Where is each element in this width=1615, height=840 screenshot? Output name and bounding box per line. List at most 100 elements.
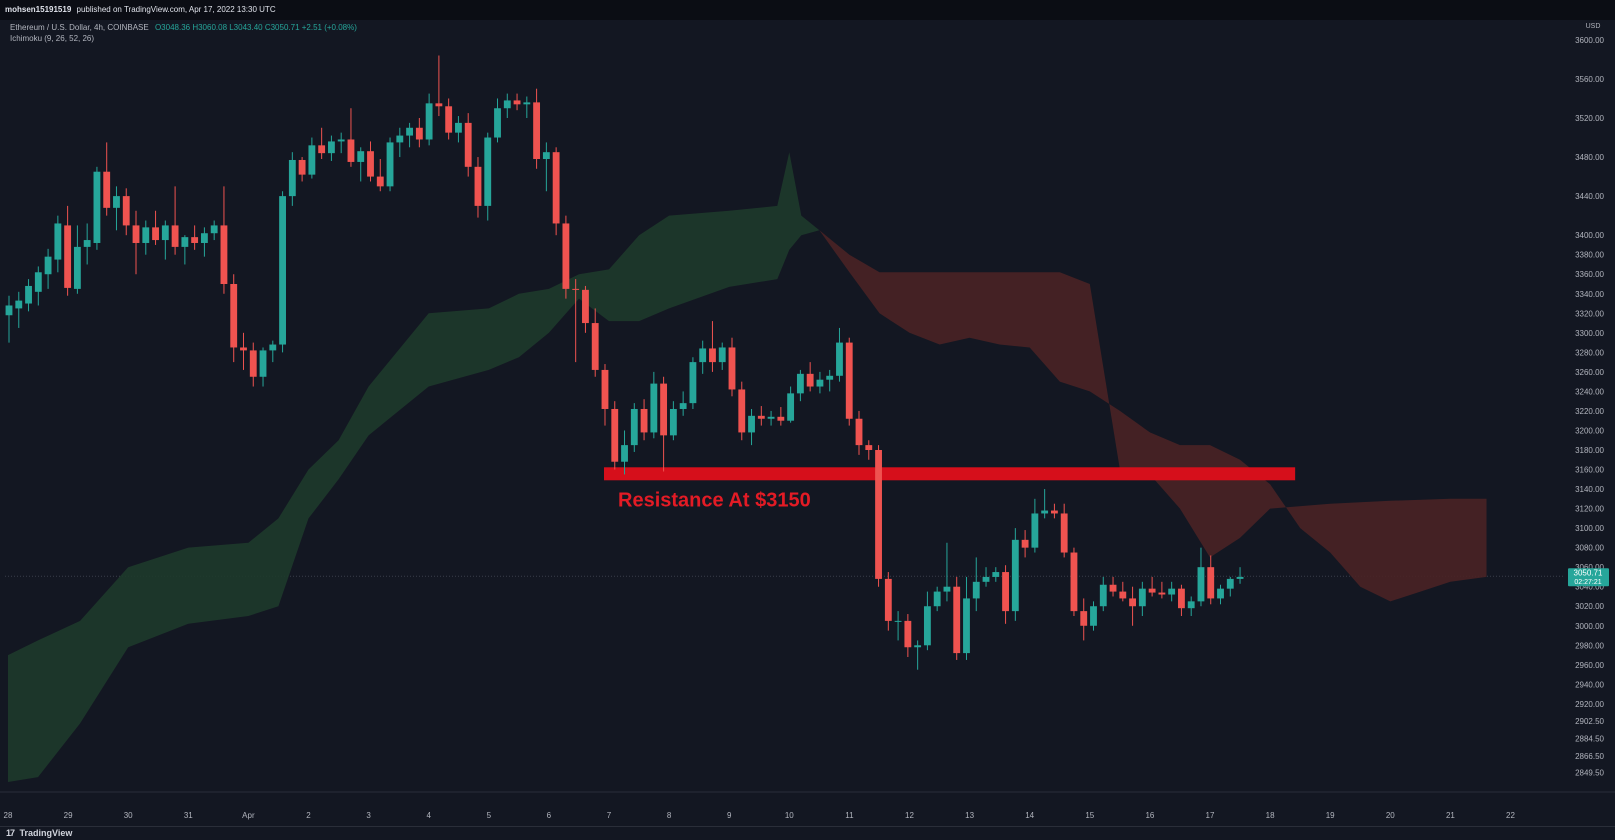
candle: [367, 141, 374, 182]
resistance-band: [604, 467, 1296, 481]
candle: [181, 235, 189, 265]
candle: [93, 166, 101, 250]
candle-body: [513, 100, 521, 105]
candle: [220, 186, 228, 294]
candle: [54, 215, 62, 273]
candle: [1129, 586, 1136, 626]
price-tick-label: 3100.00: [1575, 524, 1604, 533]
price-chart[interactable]: Resistance At $3150 USD3600.003560.00352…: [0, 20, 1615, 826]
price-tick-label: 3400.00: [1575, 231, 1604, 240]
candle: [1041, 489, 1049, 519]
candle: [757, 406, 765, 426]
price-tick-label: 3260.00: [1575, 368, 1604, 377]
candle-body: [386, 142, 394, 187]
candle: [933, 586, 941, 612]
time-tick-label: 18: [1266, 811, 1275, 820]
candle: [1050, 503, 1058, 519]
candle: [113, 186, 120, 231]
candle-body: [992, 572, 1000, 577]
candle-body: [34, 272, 42, 292]
price-tick-label: 3000.00: [1575, 622, 1604, 631]
candle-body: [494, 108, 501, 138]
candle: [1197, 547, 1205, 607]
time-tick-label: 30: [124, 811, 133, 820]
candle-body: [1011, 539, 1019, 612]
candle-body: [357, 151, 365, 162]
candle: [347, 108, 355, 167]
candle: [200, 227, 208, 257]
candle: [523, 96, 531, 118]
candle-body: [367, 151, 374, 177]
candle: [845, 337, 853, 426]
candle-body: [1217, 588, 1224, 599]
candle: [142, 220, 150, 255]
candle-body: [415, 127, 423, 140]
candle: [660, 376, 668, 472]
candle: [279, 191, 286, 353]
candle: [796, 369, 804, 402]
symbol-legend[interactable]: Ethereum / U.S. Dollar, 4h, COINBASE O30…: [10, 23, 357, 32]
candle: [1187, 596, 1195, 616]
ichimoku-cloud: [8, 152, 1487, 782]
resistance-label: Resistance At $3150: [618, 489, 811, 511]
candle: [572, 279, 580, 363]
candle-body: [660, 383, 668, 436]
candle-body: [601, 369, 609, 409]
candle: [1080, 598, 1088, 641]
candle: [1226, 576, 1234, 597]
time-tick-label: 9: [727, 811, 732, 820]
time-tick-label: 29: [64, 811, 73, 820]
candle: [972, 557, 980, 612]
indicator-legend[interactable]: Ichimoku (9, 26, 52, 26): [10, 34, 95, 43]
candle-body: [806, 373, 814, 387]
candle: [1148, 576, 1156, 597]
candle: [171, 186, 179, 255]
candle-body: [1168, 588, 1176, 595]
candle-body: [894, 620, 902, 622]
candle: [679, 391, 687, 416]
published-text: published on TradingView.com, Apr 17, 20…: [76, 5, 276, 14]
candle-body: [718, 347, 726, 363]
candle-body: [503, 100, 511, 109]
bullish-cloud: [8, 152, 820, 782]
resistance-zone: Resistance At $3150: [604, 467, 1296, 511]
tradingview-brand[interactable]: 17 TradingView: [6, 828, 72, 838]
candle: [826, 369, 834, 392]
publisher-name[interactable]: mohsen15191519: [5, 5, 72, 14]
candle-body: [1129, 598, 1136, 607]
candle: [1060, 503, 1068, 558]
candle: [376, 159, 384, 192]
candle: [230, 274, 238, 363]
candle: [15, 291, 23, 328]
candle-body: [484, 137, 492, 206]
candle: [298, 157, 306, 182]
candle-body: [562, 223, 570, 289]
candle-body: [1070, 552, 1078, 612]
time-axis[interactable]: 28 29 30 31 Apr 2 3 4 5 6 7 8 9 10 11 12 13 14 15 16 17 18 19 2…: [0, 791, 1615, 820]
candle-body: [826, 375, 834, 380]
time-tick-label: 22: [1506, 811, 1515, 820]
candle: [1207, 555, 1215, 605]
candle: [191, 225, 199, 250]
price-axis[interactable]: USD 3600.00 3560.00 3520.00 3480.00 3440.00 34…: [1575, 23, 1604, 778]
candle-body: [1187, 601, 1195, 609]
price-tick-label: 2902.50: [1575, 717, 1604, 726]
time-tick-label: 20: [1386, 811, 1395, 820]
candle: [816, 371, 824, 394]
candle: [474, 157, 482, 218]
ohlc-values: O3048.36 H3060.08 L3043.40 C3050.71 +2.5…: [154, 23, 357, 32]
brand-name: TradingView: [19, 828, 73, 838]
candle: [288, 152, 296, 206]
candle-body: [1226, 578, 1234, 589]
candle: [914, 640, 922, 670]
candle-body: [572, 288, 580, 290]
candle-body: [132, 225, 140, 243]
candle: [122, 188, 130, 236]
candle-body: [347, 139, 355, 162]
candle: [1021, 530, 1029, 558]
candle: [748, 408, 755, 446]
candle: [249, 342, 257, 387]
candle-body: [875, 450, 882, 579]
candles: [5, 55, 1244, 670]
candle-body: [161, 225, 169, 241]
